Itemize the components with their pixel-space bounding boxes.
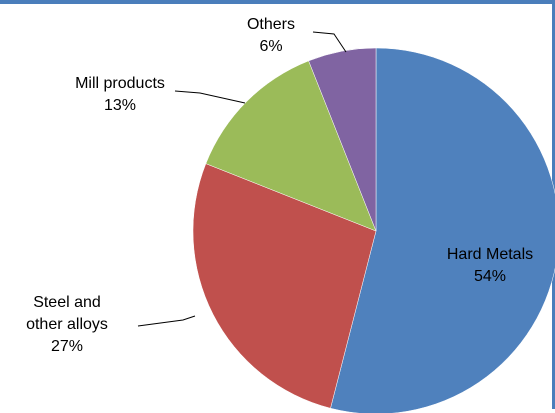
leader-line-others (312, 31, 347, 53)
slice-label-mill-products: Mill products 13% (75, 75, 165, 114)
slice-label-others: Others 6% (247, 16, 295, 55)
pie-chart: Hard Metals 54% Steel and other alloys 27% Mi… (26, 16, 555, 413)
leader-line-steel-and-other-alloys (137, 315, 196, 327)
slice-label-steel-and-other-alloys: Steel and other alloys 27% (26, 294, 108, 355)
pie-slice-steel-and-other-alloys (192, 163, 377, 409)
pie-slice-mill-products (205, 60, 377, 232)
slice-label-hard-metals: Hard Metals 54% (447, 246, 533, 285)
pie-slice-others (308, 47, 377, 232)
leader-line-mill-products (174, 90, 246, 104)
